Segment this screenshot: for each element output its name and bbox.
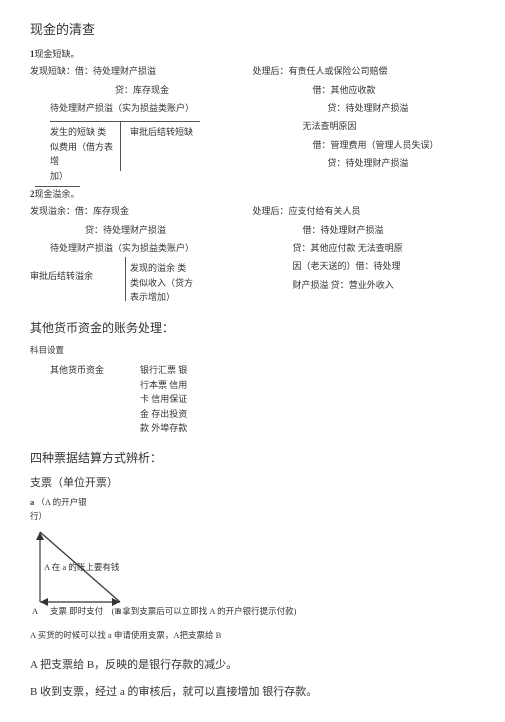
triangle-diagram: A 在 a 的账上要有钱 A B [30,527,230,617]
sec3-r3: 卡 信用保证 [140,392,187,406]
sec2-treeA: 审批后结转溢余 [30,261,120,304]
sec4-a-label: a [30,497,34,507]
sec2-rightE: 财产损溢 贷：营业外收入 [253,278,476,292]
sec2-rightB: 借：待处理财产损溢 [253,223,476,237]
sec2-rightA: 处理后：应支付给有关人员 [253,204,476,218]
sec1-right: 处理后：有责任人或保险公司赔偿 借：其他应收款 贷：待处理财产损溢 无法查明原因… [253,64,476,183]
sec1-treeA: 发生的短缺 类 [50,125,120,139]
sec4-a-bank2: 行） [30,510,475,524]
sec4-a-line: a （A 的开户银 [30,496,475,510]
sec2-leftA: 发现溢余：借：库存现金 [30,204,253,218]
sec3-rightlist: 银行汇票 银 行本票 信用 卡 信用保证 金 存出投资 款 外埠存款 [140,363,187,435]
sec1-rightD: 无法查明原因 [253,119,476,133]
sec2-left: 发现溢余：借：库存现金 贷：待处理财产损溢 待处理财产损溢（实为损益类账户） 审… [30,204,253,304]
sec3-leftcat: 其他货币资金 [30,363,140,435]
sec1-leftC: 待处理财产损溢（实为损益类账户） [30,101,253,115]
sec2-treeB: 发现的溢余 类 [130,261,193,275]
sec2-rightC: 贷：其他应付款 无法查明原 [253,241,476,255]
sec2-row: 发现溢余：借：库存现金 贷：待处理财产损溢 待处理财产损溢（实为损益类账户） 审… [30,204,475,304]
tri-B: B [116,605,122,619]
sec1-treeB: 似费用（借方表增 [50,140,120,169]
sec4-p1: A 把支票给 B，反映的是银行存款的减少。 [30,657,475,675]
sec3-title: 其他货币资金的账务处理： [30,319,475,338]
sec1-treeD: 审批后结转短缺 [120,121,193,183]
tri-note: A 在 a 的账上要有钱 [44,561,124,575]
sec2-header: 2现金溢余。 [30,187,475,201]
sec2-num: 2 [30,189,35,199]
sec1-header: 1现金短缺。 [30,47,475,61]
sec1-rightC: 贷：待处理财产损溢 [253,101,476,115]
sec1-leftB: 贷：库存现金 [30,83,253,97]
sec1-row: 发现短缺：借：待处理财产损溢 贷：库存现金 待处理财产损溢（实为损益类账户） 发… [30,64,475,183]
sec3-r2: 行本票 信用 [140,378,187,392]
sec2-rightD: 因（老天送的）借：待处理 [253,259,476,273]
sec3-row: 其他货币资金 银行汇票 银 行本票 信用 卡 信用保证 金 存出投资 款 外埠存… [30,363,475,435]
sec1-label: 现金短缺。 [35,49,80,59]
sec4-title: 四种票据结算方式辨析： [30,449,475,468]
sec1-leftA: 发现短缺：借：待处理财产损溢 [30,64,253,78]
sec2-leftB: 贷：待处理财产损溢 [30,223,253,237]
sec1-left: 发现短缺：借：待处理财产损溢 贷：库存现金 待处理财产损溢（实为损益类账户） 发… [30,64,253,183]
sec1-rightA: 处理后：有责任人或保险公司赔偿 [253,64,476,78]
sec2-treeD: 表示增加） [130,290,193,304]
sec2-right: 处理后：应支付给有关人员 借：待处理财产损溢 贷：其他应付款 无法查明原 因（老… [253,204,476,304]
tri-A: A [32,605,38,619]
sec4-bottom: A 买货的时候可以找 a 申请使用支票，A把支票给 B [30,629,475,643]
sec1-treeC: 加） [50,169,120,183]
sec4-p2: B 收到支票，经过 a 的审核后，就可以直接增加 银行存款。 [30,684,475,702]
sec4-a-bank: （A 的开户银 [36,497,86,507]
sec1-tree-left: 发生的短缺 类 似费用（借方表增 加） [50,121,120,183]
sec2-leftC: 待处理财产损溢（实为损益类账户） [30,241,253,255]
sec1-rightB: 借：其他应收款 [253,83,476,97]
sec2-treeC: 类似收入（贷方 [130,276,193,290]
sec3-r5: 款 外埠存款 [140,421,187,435]
sec3-sub: 科目设置 [30,344,475,358]
sec1-rightE: 借：管理费用（管理人员失误） [253,138,476,152]
sec4-sub: 支票（单位开票） [30,475,475,493]
page-title: 现金的清查 [30,20,475,41]
sec3-r4: 金 存出投资 [140,407,187,421]
sec3-r1: 银行汇票 银 [140,363,187,377]
sec2-label: 现金溢余。 [35,186,80,199]
sec1-rightF: 贷：待处理财产损溢 [253,156,476,170]
